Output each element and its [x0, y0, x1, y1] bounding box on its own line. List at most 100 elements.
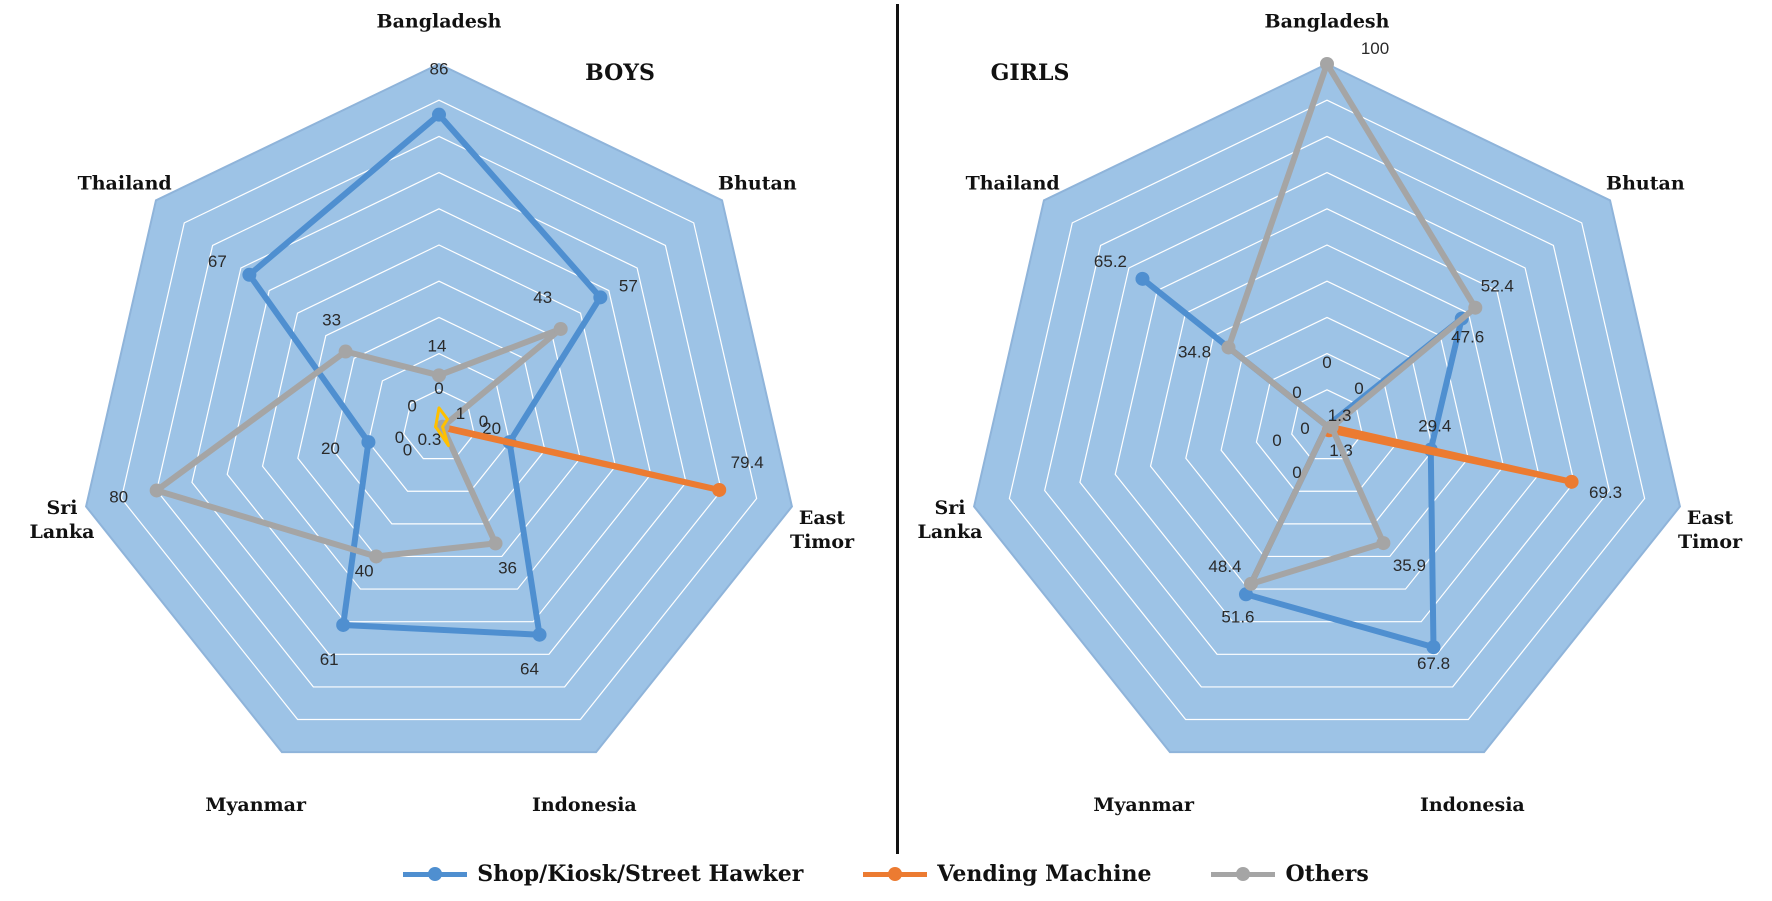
data-label: 0: [1292, 463, 1301, 482]
series-line: [1225, 61, 1479, 587]
data-point-east-timor: [1324, 420, 1339, 435]
data-label: 20: [482, 419, 501, 438]
radar-grid-ring: [367, 352, 511, 492]
data-label: 61: [320, 650, 339, 669]
legend-item-shop: Shop/Kiosk/Street Hawker: [403, 861, 803, 887]
legend-label-others: Others: [1285, 861, 1369, 887]
data-point-indonesia: [1426, 640, 1441, 655]
series-shop-kiosk-street-hawker: 86 57 20 64 61 20 67: [208, 60, 638, 679]
data-label: 0: [434, 379, 443, 398]
radar-background: [972, 62, 1682, 754]
category-label-bhutan: Bhutan: [1606, 172, 1685, 194]
data-label: 52.4: [1481, 277, 1514, 296]
data-label: 0: [1300, 419, 1309, 438]
legend-item-others: Others: [1211, 861, 1369, 887]
data-label: 1.3: [1328, 406, 1352, 425]
data-point-bangladesh: [1320, 57, 1334, 71]
category-label-bangladesh: Bangladesh: [377, 11, 502, 33]
data-point-bhutan: [553, 321, 568, 336]
legend-swatch-vending: [863, 864, 928, 884]
category-label-bhutan: Bhutan: [718, 172, 797, 194]
data-label: 0: [479, 412, 488, 431]
data-point-east-timor: [712, 482, 727, 497]
legend-marker-shop: [428, 867, 443, 881]
data-label: 0.3: [418, 430, 442, 449]
radar-grid-ring: [1185, 280, 1469, 558]
category-label-bangladesh: Bangladesh: [1265, 11, 1390, 33]
data-label: 43: [533, 288, 552, 307]
data-point-bangladesh: [432, 368, 446, 383]
radar-grid-ring: [226, 208, 652, 623]
data-label: 1: [456, 404, 465, 423]
category-label-sri-lanka: Sri Lanka: [29, 497, 94, 543]
data-label: 100: [1361, 39, 1389, 58]
radar-grid-ring: [156, 135, 722, 688]
series-line: [246, 111, 604, 638]
radar-grid-ring: [1008, 99, 1646, 721]
radar-panel-boys: 8657206461206779.40.3144313640803300000B…: [29, 11, 855, 817]
legend-swatch-shop: [403, 864, 468, 884]
legend-marker-others: [1236, 867, 1251, 881]
data-label: 20: [321, 439, 340, 458]
chart-legend: Shop/Kiosk/Street Hawker Vending Machine…: [0, 854, 1772, 894]
data-label: 29.4: [1418, 417, 1451, 436]
data-point-sri-lanka: [361, 435, 376, 450]
data-point-bhutan: [593, 290, 608, 305]
panel-title: GIRLS: [991, 60, 1070, 86]
data-label: 79.4: [731, 453, 764, 472]
data-label: 14: [428, 336, 447, 355]
data-label: 64: [520, 660, 539, 679]
radar-grid-ring: [1079, 171, 1575, 655]
series-line: [433, 406, 450, 448]
data-label: 51.6: [1221, 607, 1254, 626]
data-point-myanmar: [336, 617, 351, 632]
data-point-sri-lanka: [149, 483, 164, 498]
data-label: 0: [1272, 431, 1281, 450]
legend-label-shop: Shop/Kiosk/Street Hawker: [477, 861, 804, 887]
data-point-myanmar: [1238, 587, 1253, 602]
data-point-indonesia: [532, 627, 547, 642]
data-point-bhutan: [1468, 300, 1483, 315]
legend-item-vending: Vending Machine: [863, 861, 1151, 887]
category-label-indonesia: Indonesia: [532, 794, 637, 816]
category-label-indonesia: Indonesia: [1420, 794, 1525, 816]
data-label: 67.8: [1417, 654, 1450, 673]
series-others: 100 52.4 1.3 35.9 48.4 34.8: [1178, 39, 1514, 591]
data-label: 86: [430, 60, 449, 79]
radar-grid-ring: [1220, 316, 1434, 525]
data-label: 34.8: [1178, 342, 1211, 361]
data-label: 35.9: [1393, 556, 1426, 575]
category-label-sri-lanka: Sri Lanka: [917, 497, 982, 543]
data-point-thailand: [1135, 271, 1150, 286]
series-line: [1139, 275, 1465, 651]
category-label-thailand: Thailand: [966, 172, 1060, 194]
data-label: 40: [355, 561, 374, 580]
category-label-myanmar: Myanmar: [205, 794, 307, 816]
category-label-east-timor: East Timor: [1678, 507, 1743, 553]
data-label: 0: [1354, 379, 1363, 398]
data-point-thailand: [1221, 340, 1236, 355]
radar-grid-ring: [191, 171, 687, 655]
radar-grid-ring: [120, 99, 758, 721]
data-label: 47.6: [1451, 328, 1484, 347]
data-label: 36: [498, 558, 517, 577]
data-label: 0: [395, 428, 404, 447]
data-label: 57: [619, 276, 638, 295]
radar-grid-ring: [332, 316, 546, 525]
legend-label-vending: Vending Machine: [937, 861, 1152, 887]
data-point-indonesia: [1376, 536, 1391, 551]
data-label: 80: [109, 487, 128, 506]
data-label: 0: [1322, 353, 1331, 372]
data-label: 0: [403, 440, 412, 459]
series-line: [153, 325, 564, 560]
category-label-myanmar: Myanmar: [1093, 794, 1195, 816]
data-point-myanmar: [369, 549, 384, 564]
data-point-bangladesh: [432, 107, 446, 122]
radar-grid-ring: [1149, 244, 1505, 590]
panel-title: BOYS: [585, 60, 655, 86]
legend-marker-vending: [888, 867, 903, 881]
